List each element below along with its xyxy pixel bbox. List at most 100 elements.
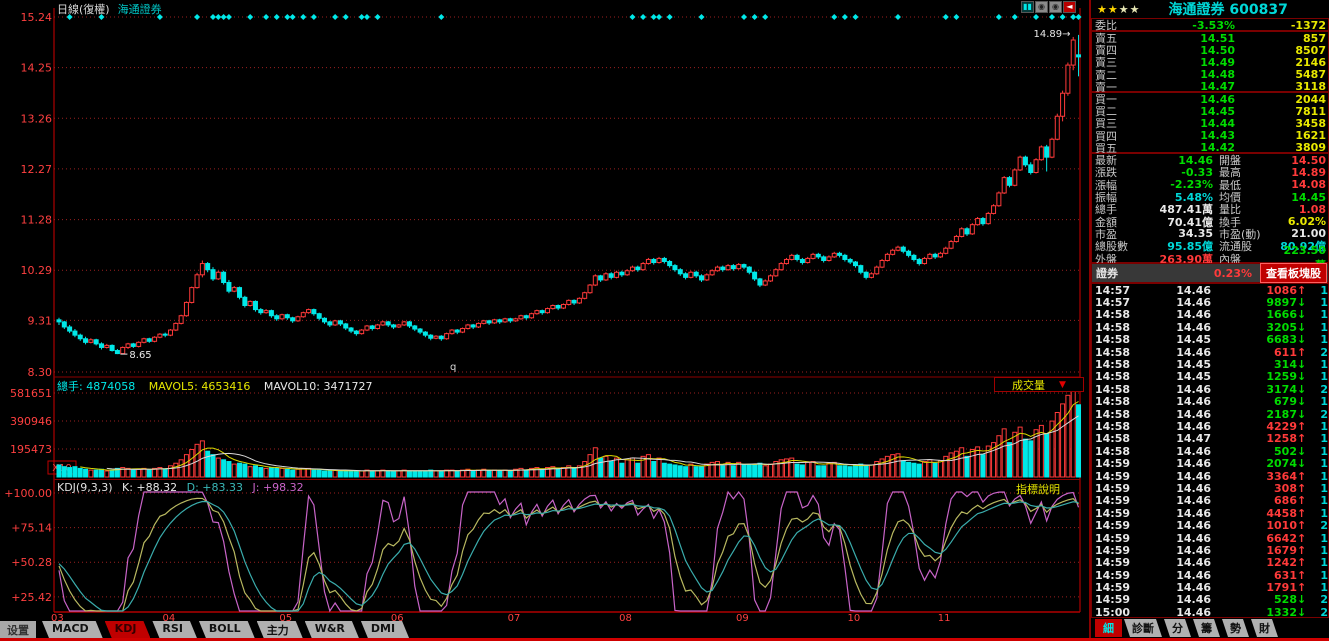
kdj-pane-header: KDJ(9,3,3) K: +88.32 D: +83.33 J: +98.32 [57,481,304,494]
zongshou-label: 總手: [57,380,83,393]
sector-name: 證券 [1096,267,1118,280]
up-arrow-icon: ↑ [1297,506,1307,520]
info-row: 最新 14.46 開盤 14.50 [1095,153,1326,168]
tab-macd[interactable]: MACD [42,621,103,638]
tab-boll[interactable]: BOLL [199,621,255,638]
chart-stock-name: 海通證券 [117,3,162,16]
view-sector-stocks-button[interactable]: 查看板塊股 [1260,263,1327,283]
bid-levels: 買一 14.46 2044 買二 14.45 7811 買三 14.44 3458 買四 14.43… [1091,92,1329,155]
tick-row: 14:58 14.45 1259 ↓ 1 [1095,370,1328,384]
up-arrow-icon: ↑ [1297,519,1307,533]
info-row: 總手 487.41萬 量比 1.08 [1095,202,1326,217]
right-tab-診斷[interactable]: 診斷 [1124,619,1162,637]
kdj-j-line [58,490,1080,613]
weibi-label: 委比 [1095,19,1117,33]
zongshou-value: 4874058 [86,380,136,393]
rating-stars-icon: ★★★★ [1097,3,1141,16]
ask-levels: 賣五 14.51 857 賣四 14.50 8507 賣三 14.49 2146 賣二 14.48 5… [1091,31,1329,94]
tab-主力[interactable]: 主力 [257,621,303,638]
quote-info-grid: 最新 14.46 開盤 14.50 漲跌 -0.33 最高 14.89 漲幅 -2.23% 最低 14… [1091,153,1329,272]
right-tab-分[interactable]: 分 [1164,619,1191,637]
kline-icon[interactable]: ▮▮ [1021,1,1034,13]
right-tab-財[interactable]: 財 [1251,619,1278,637]
svg-text:06: 06 [391,613,404,624]
right-tab-籌[interactable]: 籌 [1193,619,1220,637]
tab-dmi[interactable]: DMI [361,621,409,638]
chart-area: 15.24 14.25 13.26 12.27 11.28 10.29 9.31 8.30 58… [0,0,1089,638]
ask-row: 賣二 14.48 5487 [1095,68,1326,82]
candlestick-chart[interactable]: 15.24 14.25 13.26 12.27 11.28 10.29 9.31 8.30 58… [0,0,1089,638]
up-arrow-icon: ↑ [1297,420,1307,433]
tick-row: 14:59 14.46 1791 ↑ 1 [1095,581,1328,595]
up-arrow-icon: ↑ [1297,481,1307,495]
bid-row: 買三 14.44 3458 [1095,116,1326,131]
up-arrow-icon: ↑ [1297,543,1307,557]
tick-row: 14:58 14.46 679 ↓ 1 [1095,395,1328,409]
up-arrow-icon: ↑ [1297,494,1307,508]
kdj-k-line [58,497,1079,612]
down-arrow-icon: ↓ [1297,333,1307,347]
info-row: 漲跌 -0.33 最高 14.89 [1095,165,1326,180]
low-annotation: 8.65 [129,350,151,361]
up-arrow-icon: ↑ [1297,283,1307,297]
exit-icon[interactable]: ◄ [1063,1,1076,13]
down-arrow-icon: ↓ [1297,395,1307,409]
svg-text:09: 09 [736,613,749,624]
svg-text:+100.00: +100.00 [4,487,52,500]
tab-rsi[interactable]: RSI [152,621,197,638]
tick-row: 14:58 14.46 3205 ↓ 1 [1095,320,1328,334]
weibi-row: 委比 -3.53% -1372 [1091,18,1329,33]
svg-text:03: 03 [51,613,64,624]
svg-text:+25.42: +25.42 [11,591,52,604]
quote-panel: ★★★★ 海通證券 600837 委比 -3.53% -1372 賣五 14.51… [1089,0,1329,641]
tick-row: 14:59 14.46 2074 ↓ 1 [1095,457,1328,471]
up-arrow-icon: ↑ [1297,345,1307,359]
up-arrow-icon: ↑ [1297,432,1307,446]
star-icon: ★ [1118,2,1130,16]
tick-row: 15:00 14.46 1332 ↓ 2 [1095,605,1328,618]
mavol5-value: 4653416 [201,380,251,393]
svg-text:13.26: 13.26 [21,112,53,125]
kdj-k-value: K: +88.32 [122,481,178,494]
svg-text:8.30: 8.30 [28,366,53,379]
tick-row: 14:58 14.45 6683 ↓ 1 [1095,333,1328,347]
svg-text:12.27: 12.27 [21,163,53,176]
down-arrow-icon: ↓ [1297,320,1307,334]
tab-kdj[interactable]: KDJ [105,621,151,638]
kdj-title: KDJ(9,3,3) [57,481,113,494]
tick-row: 14:59 14.46 686 ↑ 1 [1095,494,1328,508]
tick-list[interactable]: 14:57 14.46 1086 ↑ 1 14:57 14.46 9897 ↓ 1 14:58 14.… [1091,283,1329,618]
mavol10-label: MAVOL10: [263,380,320,393]
chart-title: 日線(復權) 海通證券 [57,1,162,17]
up-arrow-icon: ↑ [1297,568,1307,582]
svg-text:11.28: 11.28 [21,214,53,227]
svg-text:10: 10 [848,613,861,624]
ask-row: 賣五 14.51 857 [1095,31,1326,46]
down-arrow-icon: ↓ [1297,457,1307,471]
bottom-divider [0,638,1329,641]
svg-text:+75.14: +75.14 [11,522,52,535]
indicator-help-button[interactable]: 指標說明 [1016,483,1060,496]
right-tab-勢[interactable]: 勢 [1222,619,1249,637]
screen-icon-2[interactable]: ◉ [1049,1,1062,13]
bid-row: 買二 14.45 7811 [1095,104,1326,119]
kdj-j-value: J: +98.32 [252,481,304,494]
info-row: 振幅 5.48% 均價 14.45 [1095,190,1326,205]
svg-text:08: 08 [619,613,632,624]
tick-row: 14:59 14.46 6642 ↑ 1 [1095,531,1328,545]
tab-w&r[interactable]: W&R [305,621,359,638]
down-arrow-icon: ↓ [1297,407,1307,421]
settings-button[interactable]: 设置 [0,621,36,638]
svg-text:15.24: 15.24 [21,11,53,24]
right-tab-細[interactable]: 細 [1095,619,1122,637]
volume-indicator-dropdown[interactable]: 成交量 ▼ [994,377,1084,392]
svg-text:11: 11 [938,613,951,624]
down-arrow-icon: ↓ [1297,358,1307,372]
indicator-tab-bar: 设置 MACD KDJ RSI BOLL 主力 W&R DMI [0,621,409,638]
weibi-value: -3.53% [1192,18,1235,32]
ask-row: 賣四 14.50 8507 [1095,43,1326,58]
tick-row: 14:59 14.46 4458 ↑ 1 [1095,506,1328,520]
quote-title-row: ★★★★ 海通證券 600837 [1091,0,1329,18]
screen-icon[interactable]: ◉ [1035,1,1048,13]
